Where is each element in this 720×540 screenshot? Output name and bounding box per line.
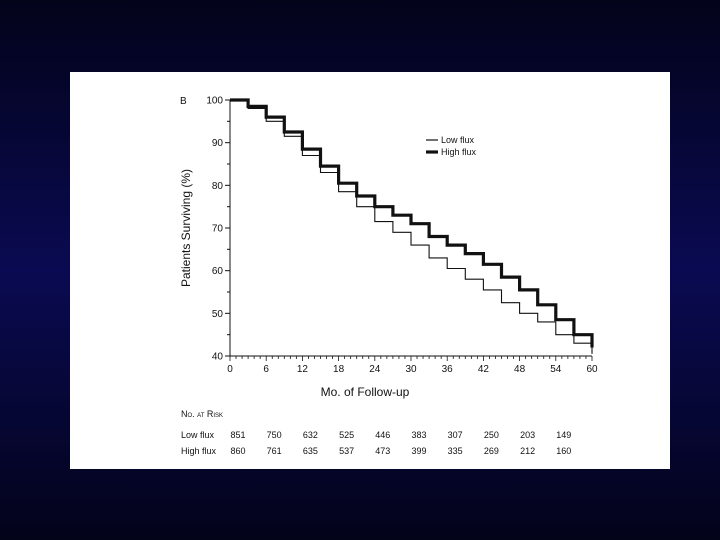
risk-cell: 212 [520,446,535,456]
x-axis-title: Mo. of Follow-up [321,385,410,399]
risk-cell: 383 [411,430,426,440]
x-tick-label: 36 [442,364,454,375]
legend: Low flux High flux [426,135,477,157]
risk-cell: 250 [484,430,499,440]
legend-label-high-flux: High flux [441,147,477,157]
y-tick-label: 50 [212,309,224,320]
risk-cell: 473 [375,446,390,456]
survival-chart: B Patients Surviving (%) Mo. of Follow-u… [179,96,598,457]
risk-cell: 335 [448,446,463,456]
slide-panel: B Patients Surviving (%) Mo. of Follow-u… [70,72,670,469]
risk-cell: 537 [339,446,354,456]
risk-cell: 203 [520,430,535,440]
x-tick-label: 0 [227,364,233,375]
x-tick-label: 12 [297,364,309,375]
x-tick-label: 54 [550,364,562,375]
panel-label: B [180,96,187,107]
series-line-low-flux [230,99,593,354]
y-tick-label: 90 [212,138,224,149]
y-tick-label: 100 [206,96,223,107]
risk-cell: 269 [484,446,499,456]
x-tick-label: 60 [586,364,598,375]
risk-row-label-high-flux: High flux [181,446,217,456]
x-tick-label: 18 [333,364,345,375]
risk-cell: 307 [448,430,463,440]
risk-cell: 160 [556,446,571,456]
y-tick-label: 60 [212,266,224,277]
risk-cell: 860 [230,446,245,456]
risk-row-label-low-flux: Low flux [181,430,215,440]
y-axis-title: Patients Surviving (%) [179,169,193,287]
y-tick-label: 80 [212,181,224,192]
risk-cell: 446 [375,430,390,440]
axes: 40 50 60 70 80 90 100 0 6 12 18 24 30 36 42 48 54 60 [206,96,598,376]
series-lines [230,98,594,354]
caption-strip [70,468,670,474]
risk-table-heading: No. at Risk [181,409,223,419]
risk-values: 851 750 632 525 446 383 307 250 203 149 860 761 635 5… [230,430,571,456]
x-tick-label: 24 [369,364,381,375]
y-tick-label: 70 [212,224,224,235]
risk-table: No. at Risk Low flux High flux 851 750 632… [181,409,571,456]
x-tick-label: 30 [405,364,417,375]
x-tick-label: 48 [514,364,526,375]
legend-label-low-flux: Low flux [441,135,475,145]
risk-cell: 761 [267,446,282,456]
y-tick-label: 40 [212,352,224,363]
risk-cell: 750 [267,430,282,440]
risk-cell: 149 [556,430,571,440]
series-line-high-flux [230,98,594,348]
risk-cell: 851 [230,430,245,440]
risk-cell: 525 [339,430,354,440]
x-tick-label: 6 [263,364,269,375]
risk-cell: 632 [303,430,318,440]
x-tick-label: 42 [478,364,490,375]
risk-cell: 635 [303,446,318,456]
risk-cell: 399 [411,446,426,456]
